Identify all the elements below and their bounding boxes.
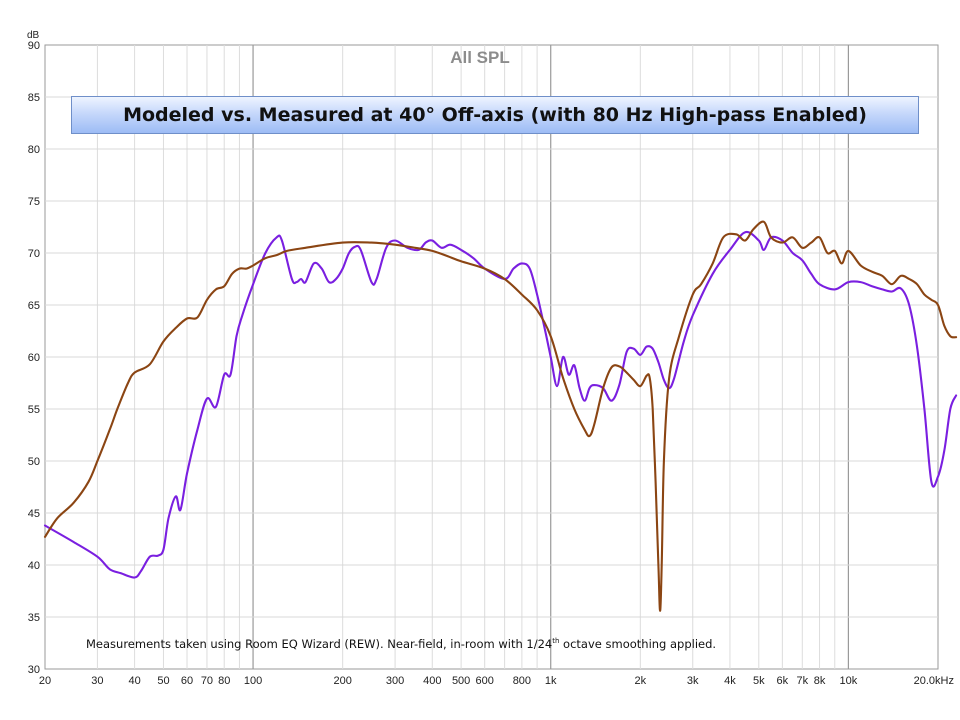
chart-title: All SPL (450, 48, 510, 67)
x-tick-label: 400 (423, 675, 441, 687)
y-tick-label: 80 (28, 144, 40, 156)
y-tick-label: 35 (28, 612, 40, 624)
x-tick-label: 4k (724, 675, 736, 687)
y-tick-label: 40 (28, 560, 40, 572)
y-tick-label: 90 (28, 40, 40, 52)
x-tick-label: 200 (333, 675, 351, 687)
y-tick-label: 30 (28, 664, 40, 676)
x-tick-label: 100 (244, 675, 262, 687)
x-tick-label: 60 (181, 675, 193, 687)
x-tick-label: 3k (687, 675, 699, 687)
x-tick-label: 500 (452, 675, 470, 687)
y-tick-label: 65 (28, 300, 40, 312)
x-tick-labels: 20 30 40 50 60 70 80 100 200 300 400 500 600 800 1k 2k 3… (39, 675, 954, 687)
note-text: Measurements taken using Room EQ Wizard … (86, 637, 553, 651)
y-tick-labels: 30 35 40 45 50 55 60 65 70 75 80 85 90 (28, 40, 40, 676)
note-superscript: th (552, 637, 560, 646)
x-tick-label: 40 (128, 675, 140, 687)
y-axis-label: dB (27, 30, 40, 41)
y-tick-label: 60 (28, 352, 40, 364)
x-tick-label: 70 (201, 675, 213, 687)
x-tick-label: 2k (635, 675, 647, 687)
x-tick-label: 20 (39, 675, 51, 687)
x-tick-label: 800 (513, 675, 531, 687)
y-tick-label: 55 (28, 404, 40, 416)
y-tick-label: 85 (28, 92, 40, 104)
x-tick-label: 7k (796, 675, 808, 687)
series-line-measured (43, 230, 958, 579)
y-tick-label: 75 (28, 196, 40, 208)
x-tick-label: 20.0kHz (914, 675, 954, 687)
x-tick-label: 8k (814, 675, 826, 687)
chart-banner: Modeled vs. Measured at 40° Off-axis (wi… (71, 96, 919, 134)
x-tick-label: 600 (476, 675, 494, 687)
banner-title: Modeled vs. Measured at 40° Off-axis (wi… (123, 104, 867, 126)
y-tick-label: 50 (28, 456, 40, 468)
measurement-note: Measurements taken using Room EQ Wizard … (86, 637, 716, 651)
y-tick-label: 45 (28, 508, 40, 520)
x-tick-label: 1k (545, 675, 557, 687)
grid-lines (45, 45, 938, 669)
x-tick-label: 6k (777, 675, 789, 687)
note-text-end: octave smoothing applied. (559, 637, 717, 651)
x-tick-label: 5k (753, 675, 765, 687)
y-tick-label: 70 (28, 248, 40, 260)
x-tick-label: 30 (91, 675, 103, 687)
series-line-modeled (43, 220, 958, 612)
x-tick-label: 80 (218, 675, 230, 687)
x-tick-label: 50 (157, 675, 169, 687)
x-tick-label: 300 (386, 675, 404, 687)
series-lines (43, 220, 958, 612)
x-tick-label: 10k (840, 675, 858, 687)
